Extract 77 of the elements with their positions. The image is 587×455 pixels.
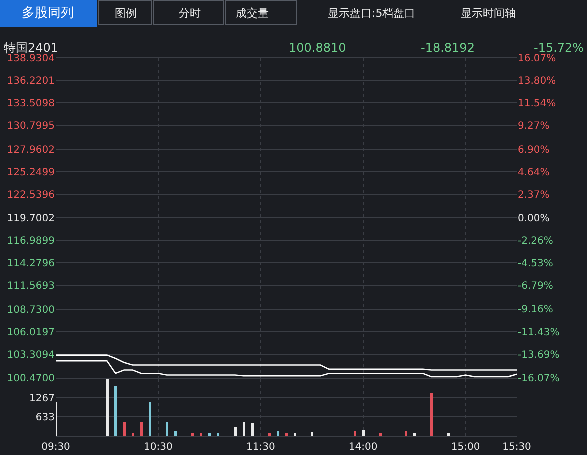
bar — [405, 431, 407, 436]
bar — [311, 432, 313, 436]
bar — [251, 423, 254, 436]
chart-title: 特国2401 — [4, 41, 59, 55]
y-tick-label: 111.5693 — [7, 281, 55, 292]
bar — [379, 433, 382, 436]
bar — [140, 422, 143, 436]
bar — [447, 433, 450, 436]
bar — [114, 386, 117, 436]
y-tick-label: 108.7300 — [7, 304, 55, 316]
y-tick-label: 136.2201 — [7, 76, 55, 88]
y-tick-label: 100.4700 — [7, 374, 55, 384]
y-tick-label: 127.9602 — [7, 144, 55, 156]
bar — [166, 422, 168, 436]
text: 显示盘口:5档盘口 — [328, 7, 416, 20]
y2-tick-label: -13.69% — [518, 350, 560, 361]
x-tick-label: 11:30 — [246, 442, 276, 453]
y-tick-label: 116.9899 — [7, 236, 55, 248]
bar — [285, 433, 288, 436]
y-tick-label: 106.0197 — [7, 327, 55, 338]
y2-tick-label: -9.16% — [518, 304, 554, 316]
y-tick-label: 1267 — [30, 393, 55, 404]
bar — [208, 433, 211, 436]
y-tick-label: 130.7995 — [7, 121, 55, 132]
y-tick-label: 633 — [36, 412, 55, 424]
text: 分时 — [179, 7, 201, 20]
y-tick-label: 133.5098 — [7, 98, 55, 110]
y2-tick-label: 0.00% — [518, 214, 550, 224]
y-tick-label: 114.2796 — [7, 258, 55, 270]
bar — [277, 431, 279, 436]
y2-tick-label: 11.54% — [518, 98, 556, 110]
bar — [413, 433, 416, 436]
y2-tick-label: -11.43% — [518, 327, 560, 338]
bar — [174, 431, 177, 436]
y2-tick-label: 16.07% — [518, 54, 556, 64]
text: -15.72% — [534, 41, 584, 55]
bar — [294, 433, 296, 436]
line-series — [56, 354, 517, 371]
bar — [200, 433, 202, 436]
y2-tick-label: -4.53% — [518, 258, 554, 270]
bar — [106, 379, 109, 436]
y-tick-label: 103.3094 — [7, 350, 55, 361]
bar — [243, 422, 245, 436]
bar — [191, 433, 194, 436]
x-tick-label: 15:30 — [502, 442, 532, 453]
bar — [149, 402, 151, 436]
y2-tick-label: -16.07% — [518, 374, 560, 384]
x-tick-label: 15:00 — [451, 442, 480, 453]
y2-tick-label: 9.27% — [518, 121, 550, 132]
text: 100.8810 — [289, 41, 346, 55]
y-tick-label: 119.7002 — [7, 214, 55, 224]
text: 显示时间轴 — [461, 7, 516, 20]
text: -18.8192 — [421, 41, 475, 55]
y2-tick-label: 6.90% — [518, 144, 550, 156]
x-tick-label: 10:30 — [144, 442, 173, 453]
bar — [268, 433, 271, 436]
x-tick-label: 14:00 — [348, 442, 378, 453]
y-tick-label: 122.5396 — [7, 190, 55, 201]
y-tick-label: 125.2499 — [7, 167, 55, 178]
bar — [123, 422, 126, 436]
line-series — [56, 360, 517, 378]
text: 图例 — [115, 7, 137, 20]
text: 成交量 — [236, 7, 269, 20]
bar — [234, 427, 237, 436]
bar — [354, 431, 356, 436]
bar — [430, 393, 433, 436]
y2-tick-label: -2.26% — [518, 236, 554, 247]
y2-tick-label: 4.64% — [518, 167, 550, 178]
bar — [362, 430, 365, 436]
y2-tick-label: 13.80% — [518, 76, 556, 88]
y2-tick-label: -6.79% — [518, 281, 554, 292]
y-tick-label: 138.9304 — [7, 54, 55, 64]
text: 多股同列 — [22, 6, 74, 21]
bar — [132, 433, 134, 436]
y2-tick-label: 2.37% — [518, 190, 550, 201]
x-tick-label: 09:30 — [42, 442, 70, 453]
bar — [217, 433, 219, 436]
